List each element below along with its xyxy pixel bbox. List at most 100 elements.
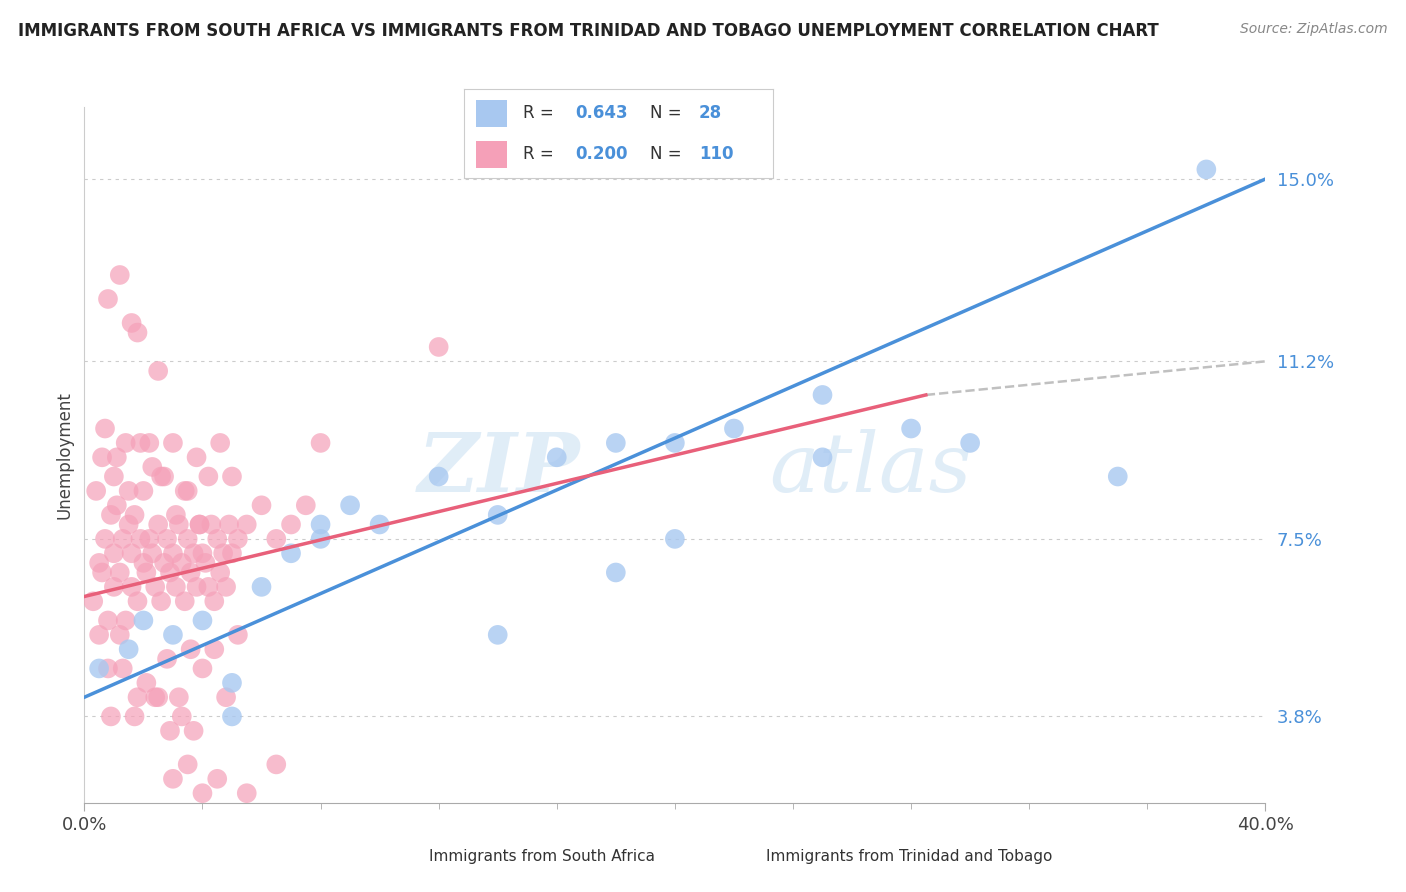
Point bbox=[105, 498, 128, 512]
Point bbox=[143, 580, 166, 594]
Point bbox=[250, 580, 273, 594]
Point bbox=[811, 388, 834, 402]
Point bbox=[280, 517, 302, 532]
Point bbox=[111, 532, 134, 546]
Point bbox=[103, 469, 125, 483]
Point bbox=[121, 316, 143, 330]
Point bbox=[127, 594, 149, 608]
Point bbox=[129, 436, 152, 450]
Point bbox=[811, 450, 834, 465]
Text: 0.643: 0.643 bbox=[575, 104, 628, 122]
Point bbox=[118, 517, 141, 532]
Bar bbox=[477, 100, 508, 127]
Point bbox=[664, 436, 686, 450]
Text: 110: 110 bbox=[699, 145, 734, 163]
Point bbox=[121, 580, 143, 594]
Point bbox=[197, 469, 219, 483]
Point bbox=[159, 723, 181, 738]
Point bbox=[150, 594, 173, 608]
Point bbox=[138, 436, 160, 450]
Point bbox=[191, 614, 214, 628]
Point bbox=[91, 566, 114, 580]
Point bbox=[150, 469, 173, 483]
Point bbox=[132, 556, 155, 570]
Point bbox=[165, 508, 187, 522]
Point bbox=[91, 450, 114, 465]
Point bbox=[153, 469, 176, 483]
Point bbox=[87, 556, 111, 570]
Point bbox=[162, 546, 184, 560]
Point bbox=[215, 690, 238, 705]
Point bbox=[309, 532, 332, 546]
Point bbox=[124, 709, 146, 723]
Point bbox=[173, 483, 195, 498]
Point bbox=[339, 498, 361, 512]
Point bbox=[723, 421, 745, 435]
Point bbox=[173, 594, 195, 608]
Point bbox=[97, 614, 120, 628]
Text: R =: R = bbox=[523, 104, 558, 122]
Point bbox=[177, 532, 200, 546]
Point bbox=[156, 652, 179, 666]
Point bbox=[309, 517, 332, 532]
Point bbox=[180, 642, 202, 657]
Point bbox=[87, 661, 111, 675]
Text: ZIP: ZIP bbox=[418, 429, 581, 508]
Point bbox=[165, 580, 187, 594]
Point bbox=[200, 517, 222, 532]
Point bbox=[605, 436, 627, 450]
Point bbox=[118, 483, 141, 498]
Point bbox=[959, 436, 981, 450]
Y-axis label: Unemployment: Unemployment bbox=[55, 391, 73, 519]
Point bbox=[226, 628, 249, 642]
Point bbox=[202, 594, 225, 608]
Point bbox=[900, 421, 922, 435]
Text: Immigrants from Trinidad and Tobago: Immigrants from Trinidad and Tobago bbox=[766, 849, 1053, 863]
Point bbox=[141, 459, 163, 474]
Point bbox=[82, 594, 104, 608]
Point bbox=[218, 517, 240, 532]
Point bbox=[212, 546, 235, 560]
Text: 0.200: 0.200 bbox=[575, 145, 628, 163]
Point bbox=[1107, 469, 1129, 483]
Point bbox=[295, 498, 318, 512]
Point bbox=[103, 546, 125, 560]
Text: Source: ZipAtlas.com: Source: ZipAtlas.com bbox=[1240, 22, 1388, 37]
Text: Immigrants from South Africa: Immigrants from South Africa bbox=[429, 849, 655, 863]
Text: atlas: atlas bbox=[769, 429, 972, 508]
Point bbox=[156, 532, 179, 546]
Point bbox=[148, 364, 170, 378]
Point bbox=[129, 532, 152, 546]
Point bbox=[127, 326, 149, 340]
Text: N =: N = bbox=[650, 145, 686, 163]
Point bbox=[94, 532, 117, 546]
Point bbox=[221, 676, 243, 690]
Point bbox=[186, 450, 208, 465]
Text: N =: N = bbox=[650, 104, 686, 122]
Point bbox=[191, 661, 214, 675]
Point bbox=[148, 690, 170, 705]
Point bbox=[108, 268, 131, 282]
Point bbox=[167, 517, 190, 532]
Point bbox=[138, 532, 160, 546]
Point bbox=[100, 508, 122, 522]
Point bbox=[143, 690, 166, 705]
Point bbox=[162, 628, 184, 642]
Point bbox=[124, 508, 146, 522]
Point bbox=[486, 508, 509, 522]
Point bbox=[309, 436, 332, 450]
Point bbox=[280, 546, 302, 560]
Point bbox=[235, 517, 259, 532]
Point bbox=[108, 628, 131, 642]
Point bbox=[183, 723, 205, 738]
Point bbox=[87, 628, 111, 642]
Point bbox=[186, 580, 208, 594]
Point bbox=[132, 483, 155, 498]
Point bbox=[221, 709, 243, 723]
Point bbox=[177, 757, 200, 772]
Point bbox=[170, 709, 193, 723]
Point bbox=[114, 614, 136, 628]
Point bbox=[162, 436, 184, 450]
Text: R =: R = bbox=[523, 145, 558, 163]
Point bbox=[183, 546, 205, 560]
